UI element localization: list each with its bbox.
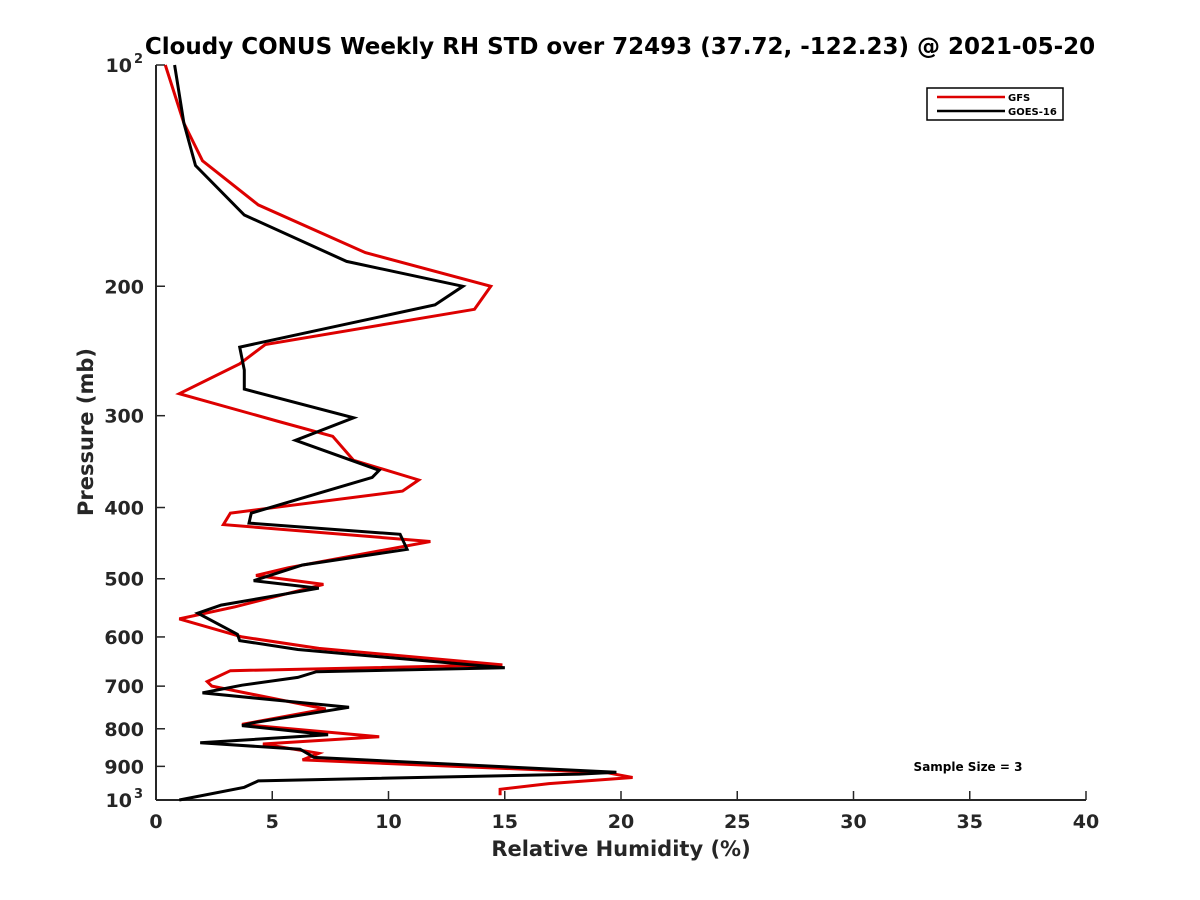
chart-title: Cloudy CONUS Weekly RH STD over 72493 (3… xyxy=(145,34,1095,60)
series-lines xyxy=(163,64,633,802)
y-tick-label: 500 xyxy=(104,569,144,591)
sample-size-annotation: Sample Size = 3 xyxy=(914,760,1023,774)
x-axis-ticks: 0 5 10 15 20 25 30 35 40 xyxy=(149,791,1099,833)
legend-box xyxy=(926,87,1064,121)
series-line-goes16 xyxy=(173,64,617,802)
y-tick-label-base: 10 xyxy=(106,790,132,812)
x-tick-label: 15 xyxy=(492,811,518,833)
legend: GFS GOES-16 xyxy=(926,87,1064,121)
x-tick-label: 30 xyxy=(840,811,866,833)
y-tick-label: 600 xyxy=(104,627,144,649)
x-tick-label: 0 xyxy=(149,811,162,833)
x-axis-label: Relative Humidity (%) xyxy=(491,837,750,861)
y-tick-label: 900 xyxy=(104,756,144,778)
y-tick-label: 300 xyxy=(104,406,144,428)
x-tick-label: 40 xyxy=(1073,811,1099,833)
y-axis-label: Pressure (mb) xyxy=(74,348,98,516)
y-tick-label: 700 xyxy=(104,676,144,698)
y-tick-label-exponent: 3 xyxy=(134,787,143,802)
x-tick-label: 35 xyxy=(957,811,983,833)
x-tick-label: 10 xyxy=(375,811,401,833)
y-tick-label: 800 xyxy=(104,719,144,741)
legend-label-goes16: GOES-16 xyxy=(1008,107,1057,118)
y-tick-label: 400 xyxy=(104,498,144,520)
y-tick-label-exponent: 2 xyxy=(134,52,143,67)
x-tick-label: 5 xyxy=(266,811,279,833)
x-tick-label: 25 xyxy=(724,811,750,833)
x-tick-label: 20 xyxy=(608,811,634,833)
legend-label-gfs: GFS xyxy=(1008,93,1030,104)
y-tick-label-base: 10 xyxy=(106,55,132,77)
y-tick-label: 200 xyxy=(104,276,144,298)
